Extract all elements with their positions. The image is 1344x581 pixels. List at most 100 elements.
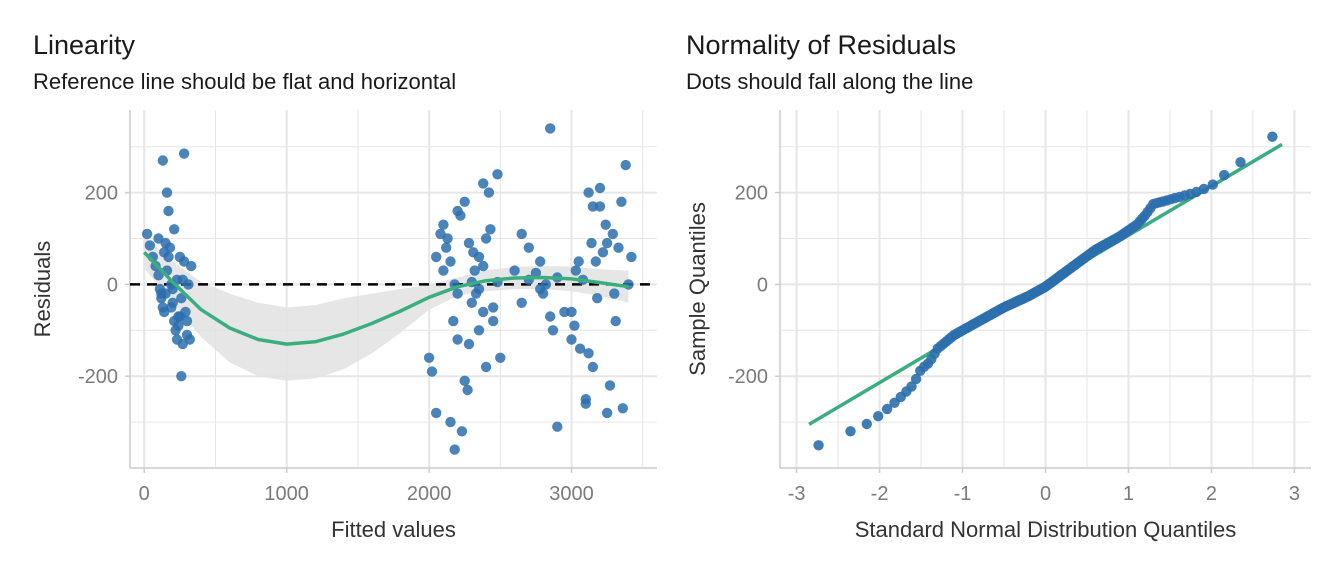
residual-point — [607, 228, 618, 240]
residual-point — [452, 334, 463, 345]
residual-point — [626, 251, 637, 263]
residual-point — [610, 315, 621, 327]
x-tick-label: -2 — [871, 483, 889, 505]
residual-point — [426, 366, 438, 377]
residual-point — [609, 288, 620, 299]
residual-point — [181, 315, 193, 327]
residual-point — [594, 201, 606, 212]
residual-point — [160, 237, 171, 249]
residual-point — [604, 380, 616, 391]
residual-point — [186, 260, 197, 272]
residual-point — [586, 237, 597, 249]
residual-point — [176, 293, 187, 304]
residual-point — [569, 320, 580, 331]
residual-point — [178, 148, 190, 159]
residual-point — [445, 416, 456, 428]
qq-point — [1235, 157, 1246, 168]
qq-point — [861, 418, 872, 430]
residual-point — [535, 283, 546, 295]
x-tick-label: 2 — [1206, 483, 1217, 505]
residual-point — [573, 256, 584, 267]
residual-point — [597, 247, 609, 258]
residual-point — [438, 265, 449, 276]
residual-point — [166, 302, 177, 313]
residual-point — [485, 224, 496, 235]
residual-point — [156, 288, 167, 299]
confidence-band — [144, 236, 629, 381]
residual-point — [488, 302, 499, 313]
residual-point — [478, 306, 489, 318]
residual-point — [173, 320, 184, 331]
residual-point — [616, 196, 627, 207]
y-tick-label: 200 — [85, 183, 118, 205]
residual-point — [462, 384, 473, 396]
residual-point — [623, 279, 634, 290]
residual-point — [183, 279, 194, 290]
x-tick-label: 1 — [1123, 483, 1134, 505]
chart-title: Linearity — [33, 30, 136, 60]
residual-point — [535, 256, 546, 267]
residual-point — [141, 228, 153, 240]
residual-point — [601, 237, 613, 249]
residual-point — [545, 123, 556, 134]
y-axis-title: Sample Quantiles — [685, 202, 710, 376]
x-tick-label: 2000 — [407, 483, 452, 505]
qq-point — [881, 403, 893, 415]
residual-point — [483, 187, 495, 198]
residual-point — [473, 325, 485, 336]
residual-point — [459, 196, 470, 207]
residual-point — [144, 240, 156, 251]
qq-point — [873, 411, 884, 422]
residual-point — [445, 256, 456, 267]
qq-point — [845, 426, 856, 437]
residual-point — [441, 242, 452, 253]
residual-point — [466, 297, 477, 308]
normality-panel: -3 -2 -1 0 1 2 3 -200 0 200 Normality of Residuals… — [685, 30, 1311, 542]
residual-point — [523, 242, 534, 253]
y-tick-label: 0 — [107, 274, 118, 296]
residual-point — [547, 325, 559, 336]
qq-point — [1267, 131, 1278, 142]
x-axis-title: Fitted values — [331, 517, 456, 542]
qq-point — [1198, 183, 1210, 195]
residual-point — [495, 352, 506, 363]
residual-point — [161, 187, 173, 198]
residual-point — [601, 407, 613, 419]
residual-point — [530, 267, 542, 279]
chart-subtitle: Dots should fall along the line — [686, 69, 973, 94]
qq-point — [910, 373, 922, 385]
linearity-panel: 0 1000 2000 3000 -200 0 200 Linearity Reference … — [30, 30, 657, 542]
residual-point — [583, 348, 594, 359]
residual-point — [159, 247, 170, 258]
residual-point — [431, 251, 442, 263]
x-axis-title: Standard Normal Distribution Quantiles — [855, 517, 1237, 542]
residual-point — [438, 219, 449, 230]
residual-point — [566, 334, 577, 345]
residual-point — [153, 270, 164, 281]
residual-point — [176, 371, 187, 382]
x-tick-label: 3 — [1289, 483, 1300, 505]
residual-point — [177, 338, 188, 350]
y-tick-label: -200 — [78, 366, 118, 388]
residual-point — [545, 311, 556, 322]
residual-point — [574, 343, 586, 354]
residual-point — [620, 159, 631, 171]
y-tick-label: -200 — [728, 366, 768, 388]
residual-point — [463, 237, 475, 249]
qq-point — [813, 440, 824, 451]
residual-point — [452, 205, 463, 217]
residual-point — [169, 224, 180, 235]
residual-point — [509, 265, 520, 276]
residual-point — [473, 283, 485, 295]
residual-point — [552, 421, 563, 432]
residual-point — [516, 297, 527, 308]
residual-point — [157, 155, 168, 166]
residual-point — [423, 352, 435, 363]
residual-point — [592, 293, 603, 304]
x-tick-label: -3 — [788, 483, 806, 505]
x-tick-label: 1000 — [264, 483, 309, 505]
residual-point — [468, 247, 479, 258]
x-tick-label: 3000 — [549, 483, 594, 505]
